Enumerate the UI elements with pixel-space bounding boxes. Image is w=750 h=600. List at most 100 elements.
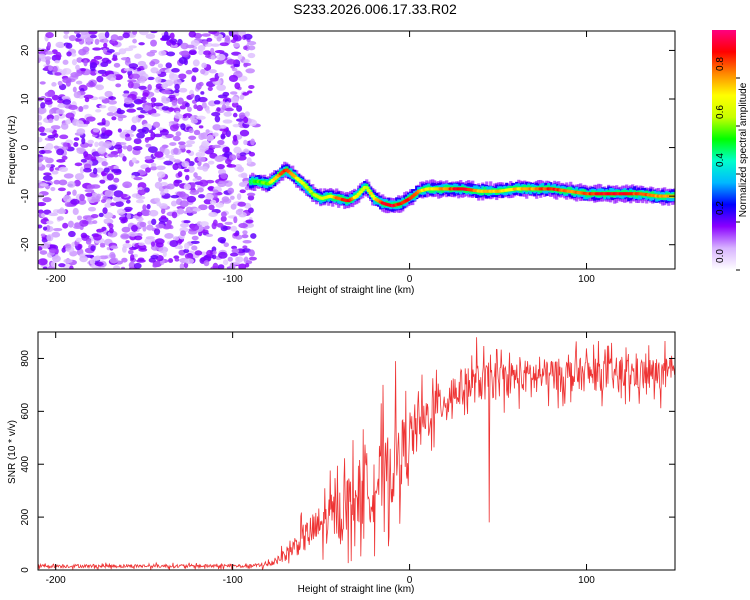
noise-speck (65, 112, 75, 119)
x-tick-label: 100 (578, 274, 595, 285)
noise-speck (232, 34, 239, 41)
noise-speck (152, 121, 161, 128)
noise-speck (245, 219, 254, 224)
noise-speck (176, 208, 185, 215)
noise-speck (204, 193, 214, 200)
noise-speck (160, 208, 166, 215)
noise-speck (61, 145, 69, 151)
spectrogram-noise-region (38, 31, 261, 269)
noise-speck (57, 216, 64, 221)
noise-speck (121, 266, 126, 269)
noise-speck (113, 52, 121, 56)
y-tick-label: -20 (20, 237, 31, 252)
noise-speck (151, 218, 157, 225)
noise-speck (73, 142, 79, 147)
noise-speck (238, 263, 247, 269)
noise-speck (71, 59, 77, 66)
noise-speck (68, 35, 77, 42)
noise-speck (237, 201, 246, 207)
noise-speck (98, 96, 106, 100)
noise-speck (163, 160, 174, 166)
y-tick-label: 400 (20, 455, 31, 472)
noise-speck (178, 73, 187, 80)
noise-speck (45, 163, 52, 168)
noise-speck (150, 31, 158, 34)
noise-speck (63, 142, 68, 147)
noise-speck (68, 104, 78, 111)
noise-speck (79, 166, 85, 174)
noise-speck (192, 207, 201, 212)
noise-speck (221, 196, 230, 203)
noise-speck (138, 31, 149, 36)
noise-speck (140, 209, 149, 216)
noise-speck (156, 171, 166, 178)
noise-speck (91, 192, 98, 197)
noise-speck (183, 220, 191, 224)
noise-speck (173, 159, 181, 164)
noise-speck (144, 105, 153, 111)
noise-speck (165, 154, 175, 159)
noise-speck (164, 233, 174, 239)
noise-speck (49, 108, 54, 115)
noise-speck (161, 83, 169, 89)
noise-speck (44, 128, 54, 133)
noise-speck (217, 72, 224, 78)
noise-speck (137, 99, 147, 104)
noise-speck (177, 97, 184, 105)
noise-speck (83, 153, 93, 160)
noise-speck (214, 49, 225, 54)
noise-speck (113, 265, 121, 269)
noise-speck (50, 261, 57, 268)
noise-speck (219, 42, 229, 47)
noise-speck (233, 63, 240, 68)
noise-speck (227, 163, 233, 167)
noise-speck (172, 135, 181, 142)
noise-speck (87, 139, 94, 145)
noise-speck (104, 129, 113, 136)
noise-speck (95, 167, 104, 173)
noise-speck (67, 181, 76, 188)
noise-speck (170, 194, 180, 199)
noise-speck (250, 233, 257, 239)
noise-speck (132, 146, 143, 151)
noise-speck (173, 179, 180, 187)
spectrogram-y-axis: -20 -10 0 10 20 (20, 44, 675, 252)
snr-x-axis: -200 -100 0 100 (46, 332, 595, 586)
noise-speck (97, 122, 106, 126)
noise-speck (184, 253, 194, 260)
noise-speck (144, 155, 152, 160)
noise-speck (150, 241, 156, 247)
noise-speck (130, 124, 137, 132)
noise-speck (61, 247, 66, 253)
noise-speck (185, 69, 193, 75)
noise-speck (137, 188, 146, 196)
noise-speck (128, 261, 136, 269)
y-tick-label: 20 (20, 44, 31, 56)
noise-speck (167, 107, 174, 112)
noise-speck (63, 173, 74, 179)
noise-speck (220, 133, 226, 140)
noise-speck (155, 70, 162, 75)
noise-speck (229, 252, 239, 257)
noise-speck (206, 249, 213, 257)
noise-speck (85, 192, 93, 197)
noise-speck (63, 34, 69, 39)
noise-speck (45, 59, 51, 65)
noise-speck (190, 182, 196, 189)
noise-speck (66, 51, 72, 57)
noise-speck (92, 47, 102, 51)
noise-speck (210, 55, 216, 60)
noise-speck (241, 234, 249, 239)
noise-speck (120, 193, 128, 198)
snr-plot-area (38, 332, 675, 570)
noise-speck (150, 39, 157, 47)
noise-speck (121, 257, 128, 263)
noise-speck (42, 175, 53, 181)
noise-speck (104, 189, 115, 197)
noise-speck (231, 31, 240, 34)
track-peak (370, 194, 375, 198)
noise-speck (128, 63, 139, 69)
noise-speck (186, 106, 192, 113)
noise-speck (201, 62, 207, 69)
noise-speck (75, 38, 80, 42)
